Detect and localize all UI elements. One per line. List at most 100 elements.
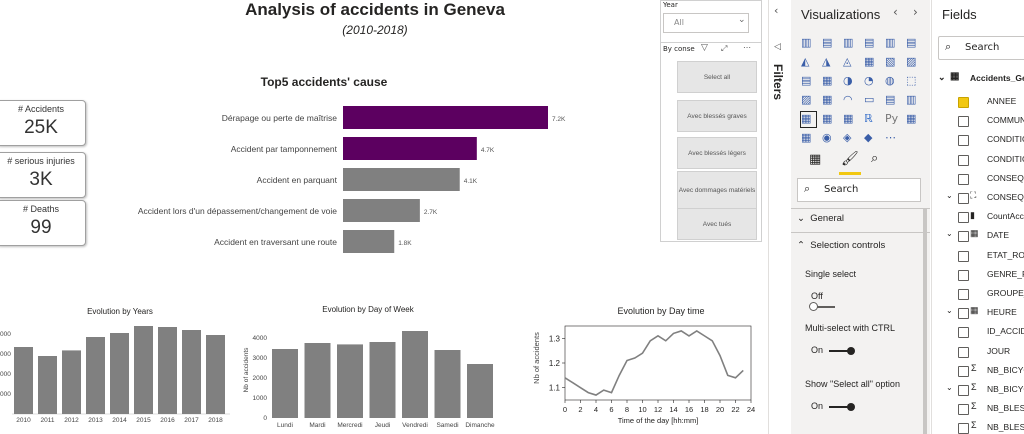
filled-map-icon[interactable]: ▦ (822, 93, 833, 106)
area-chart-icon[interactable]: ◮ (822, 55, 831, 68)
percent-bar-icon[interactable]: ▥ (885, 36, 896, 49)
field-checkbox[interactable] (958, 250, 969, 262)
multirow-card-icon[interactable]: ▤ (885, 93, 896, 106)
field-checkbox[interactable] (958, 193, 969, 204)
format-paint-roller-icon[interactable]: 🖌 (841, 151, 859, 167)
decomposition-icon[interactable]: ▦ (801, 131, 812, 144)
select-all-toggle[interactable]: On (811, 401, 856, 411)
section-general[interactable]: ⌄ General (797, 213, 844, 224)
stacked-column-icon[interactable]: ▤ (822, 36, 833, 49)
donut-chart-icon[interactable]: ◍ (885, 74, 895, 87)
year-slicer[interactable]: Year All ⌄ (660, 0, 762, 44)
field-item[interactable]: Σ NB_BICYC (932, 362, 1024, 382)
slicer-button[interactable]: Select all (677, 61, 757, 93)
filters-pane[interactable]: ‹ ◁ Filters (768, 0, 792, 434)
percent-column-icon[interactable]: ▤ (906, 36, 917, 49)
card-deaths[interactable]: # Deaths 99 (0, 200, 86, 246)
field-checkbox[interactable] (958, 154, 969, 166)
field-checkbox[interactable] (958, 365, 969, 377)
field-item[interactable]: CONDITIO (932, 131, 1024, 151)
field-item[interactable]: ⌄ ⛶ CONSEQ (932, 189, 1024, 209)
line-clustered-icon[interactable]: ▧ (885, 55, 896, 68)
field-table[interactable]: ⌄ ▦ Accidents_Ge (932, 71, 1024, 91)
slicer-icon[interactable]: ▦ (800, 111, 817, 128)
treemap-icon[interactable]: ⬚ (906, 74, 917, 87)
card-accidents[interactable]: # Accidents 25K (0, 100, 86, 146)
field-checkbox[interactable] (958, 212, 969, 224)
scrollbar[interactable] (923, 208, 927, 434)
focus-mode-icon[interactable]: ⤢ (721, 44, 728, 53)
scatter-icon[interactable]: ◑ (843, 74, 853, 87)
card-serious-injuries[interactable]: # serious injuries 3K (0, 152, 86, 198)
field-item[interactable]: CONSEQ (932, 170, 1024, 190)
field-checkbox[interactable] (958, 173, 969, 185)
clustered-bar-icon[interactable]: ▥ (843, 36, 854, 49)
fields-search-input[interactable]: ⌕ Search (938, 36, 1024, 60)
card-icon[interactable]: ▭ (864, 93, 875, 106)
field-checkbox[interactable] (958, 308, 969, 320)
table-icon[interactable]: ▦ (822, 112, 833, 125)
field-item[interactable]: ETAT_RO (932, 247, 1024, 267)
custom-visual-icon[interactable]: ◆ (864, 131, 873, 144)
field-item[interactable]: ⌄ ▦ HEURE (932, 304, 1024, 324)
slicer-button[interactable]: Avec blessés légers (677, 137, 757, 169)
kpi-icon[interactable]: ▥ (906, 93, 917, 106)
field-checkbox[interactable] (958, 116, 969, 128)
field-item[interactable]: CONDITIO (932, 151, 1024, 171)
line-column-icon[interactable]: ▦ (864, 55, 875, 68)
r-visual-icon[interactable]: ℝ (864, 112, 873, 125)
funnel-icon[interactable]: ▦ (822, 74, 833, 87)
field-item[interactable]: GENRE_R (932, 266, 1024, 286)
field-checkbox[interactable] (958, 231, 969, 243)
map-icon[interactable]: ▨ (801, 93, 812, 106)
arcgis-icon[interactable]: ◈ (843, 131, 852, 144)
chevron-right-icon[interactable]: › (913, 5, 918, 19)
field-checkbox[interactable] (958, 289, 969, 300)
field-item[interactable]: Σ NB_BLESS (932, 400, 1024, 420)
stacked-area-icon[interactable]: ◬ (843, 55, 852, 68)
stacked-bar-icon[interactable]: ▥ (801, 36, 812, 49)
pie-chart-icon[interactable]: ◔ (864, 74, 874, 87)
ribbon-chart-icon[interactable]: ▨ (906, 55, 917, 68)
field-item[interactable]: JOUR (932, 343, 1024, 363)
multi-select-toggle[interactable]: On (811, 345, 856, 355)
line-chart-icon[interactable]: ◭ (801, 55, 810, 68)
chevron-left-icon[interactable]: ‹ (774, 4, 779, 17)
waterfall-icon[interactable]: ▤ (801, 74, 812, 87)
single-select-toggle[interactable]: Off (809, 291, 835, 312)
fields-tab-icon[interactable]: ▦ (809, 152, 822, 167)
more-options-icon[interactable]: ⋯ (743, 43, 751, 52)
field-item[interactable]: COMMUN (932, 112, 1024, 132)
section-selection-controls[interactable]: ⌃ Selection controls (797, 240, 885, 251)
analytics-icon[interactable]: ⌕ (871, 151, 879, 166)
qa-icon[interactable]: ◉ (822, 131, 832, 144)
field-checkbox[interactable] (958, 346, 969, 358)
matrix-icon[interactable]: ▦ (843, 112, 854, 125)
year-dropdown[interactable]: All ⌄ (663, 13, 749, 33)
python-visual-icon[interactable]: Pу (885, 112, 899, 125)
field-item[interactable]: ⌄ ▦ DATE (932, 227, 1024, 247)
collapse-icon[interactable]: ◁ (774, 42, 781, 52)
chevron-left-icon[interactable]: ‹ (893, 5, 898, 19)
slicer-button[interactable]: Avec blessés graves (677, 100, 757, 132)
field-checkbox[interactable] (958, 97, 969, 108)
slicer-button[interactable]: Avec tués (677, 208, 757, 240)
key-influencers-icon[interactable]: ▦ (906, 112, 917, 125)
field-item[interactable]: GROUPE_ (932, 285, 1024, 305)
slicer-button[interactable]: Avec dommages matériels (677, 171, 757, 209)
field-item[interactable]: ID_ACCID (932, 323, 1024, 343)
field-checkbox[interactable] (958, 385, 969, 396)
format-search-input[interactable]: ⌕ Search (797, 178, 921, 202)
field-item[interactable]: Σ NB_BLESS (932, 419, 1024, 434)
field-item[interactable]: ANNEE (932, 93, 1024, 113)
field-checkbox[interactable] (958, 327, 969, 339)
more-icon[interactable]: ⋯ (885, 131, 896, 144)
filter-icon[interactable]: ▽ (701, 43, 708, 53)
field-checkbox[interactable] (958, 404, 969, 416)
gauge-icon[interactable]: ◠ (843, 93, 853, 106)
field-item[interactable]: ⌄ Σ NB_BICYC (932, 381, 1024, 401)
field-item[interactable]: ▮ CountAcc (932, 208, 1024, 228)
clustered-column-icon[interactable]: ▤ (864, 36, 875, 49)
field-checkbox[interactable] (958, 423, 969, 434)
field-checkbox[interactable] (958, 269, 969, 281)
